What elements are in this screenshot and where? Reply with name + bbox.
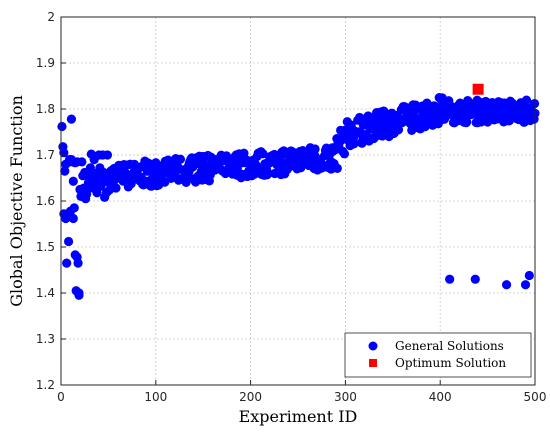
legend-label-general: General Solutions bbox=[395, 339, 504, 353]
general-solution-point bbox=[524, 270, 534, 281]
x-axis-label: Experiment ID bbox=[239, 407, 358, 426]
general-solution-point bbox=[57, 121, 67, 132]
y-tick-label: 1.4 bbox=[36, 286, 55, 300]
general-solution-point bbox=[501, 280, 512, 290]
x-tick-label: 300 bbox=[334, 390, 357, 404]
general-solution-point bbox=[60, 166, 70, 176]
general-solution-point bbox=[68, 176, 78, 186]
data-points bbox=[57, 83, 540, 300]
general-solution-point bbox=[349, 139, 359, 149]
y-tick-label: 1.5 bbox=[36, 240, 55, 254]
y-axis-label: Global Objective Function bbox=[7, 95, 26, 307]
general-solution-point bbox=[339, 149, 350, 159]
legend: General Solutions Optimum Solution bbox=[344, 332, 532, 378]
general-solution-point bbox=[175, 154, 186, 164]
general-solution-point bbox=[310, 144, 320, 154]
general-solution-point bbox=[77, 157, 87, 167]
general-solution-point bbox=[66, 114, 77, 124]
general-solution-point bbox=[81, 189, 92, 199]
x-tick-label: 100 bbox=[144, 390, 167, 404]
legend-box bbox=[344, 332, 532, 378]
general-solution-point bbox=[68, 213, 78, 224]
general-solution-point bbox=[263, 168, 273, 178]
general-solution-point bbox=[72, 252, 82, 262]
general-solution-point bbox=[462, 117, 472, 127]
general-solution-point bbox=[69, 203, 79, 213]
y-tick-label: 1.8 bbox=[36, 102, 55, 116]
y-tick-label: 2 bbox=[47, 10, 55, 24]
x-tick-label: 200 bbox=[239, 390, 262, 404]
general-solution-point bbox=[445, 274, 455, 284]
general-solution-point bbox=[296, 163, 306, 173]
general-solution-point bbox=[111, 183, 121, 193]
general-solution-point bbox=[520, 280, 531, 290]
optimum-solution-point bbox=[472, 83, 484, 95]
legend-marker-optimum bbox=[369, 359, 377, 367]
general-solution-point bbox=[470, 274, 480, 284]
general-solution-point bbox=[63, 236, 74, 247]
x-tick-label: 0 bbox=[57, 390, 65, 404]
general-solution-point bbox=[102, 150, 113, 160]
y-tick-label: 1.3 bbox=[36, 332, 55, 346]
y-tick-label: 1.6 bbox=[36, 194, 55, 208]
y-tick-label: 1.7 bbox=[36, 148, 55, 162]
legend-label-optimum: Optimum Solution bbox=[395, 356, 506, 370]
general-solution-point bbox=[521, 95, 532, 105]
axis-ticks: 0 100 200 300 400 500 1.2 1.3 1.4 1.5 1.6 1.7 1.8 1.9… bbox=[36, 10, 547, 404]
general-solution-point bbox=[74, 288, 84, 298]
y-tick-label: 1.2 bbox=[36, 378, 55, 392]
x-tick-label: 500 bbox=[524, 390, 547, 404]
x-tick-label: 400 bbox=[429, 390, 452, 404]
legend-marker-general bbox=[368, 341, 378, 351]
general-solution-point bbox=[332, 163, 342, 173]
y-tick-label: 1.9 bbox=[36, 56, 55, 70]
general-solution-point bbox=[99, 167, 109, 178]
general-solution-point bbox=[188, 162, 198, 172]
general-solution-point bbox=[62, 258, 72, 268]
